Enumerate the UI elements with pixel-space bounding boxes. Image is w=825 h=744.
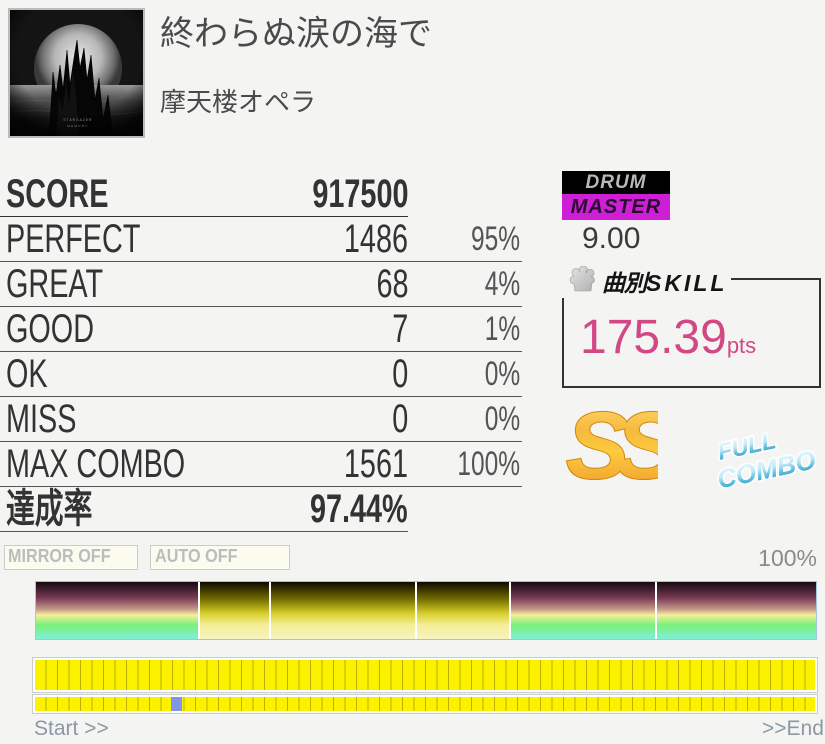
svg-text:STARGAZER: STARGAZER [63, 118, 92, 122]
svg-text:MEMORY: MEMORY [68, 124, 89, 128]
svg-text:SS: SS [566, 396, 658, 494]
